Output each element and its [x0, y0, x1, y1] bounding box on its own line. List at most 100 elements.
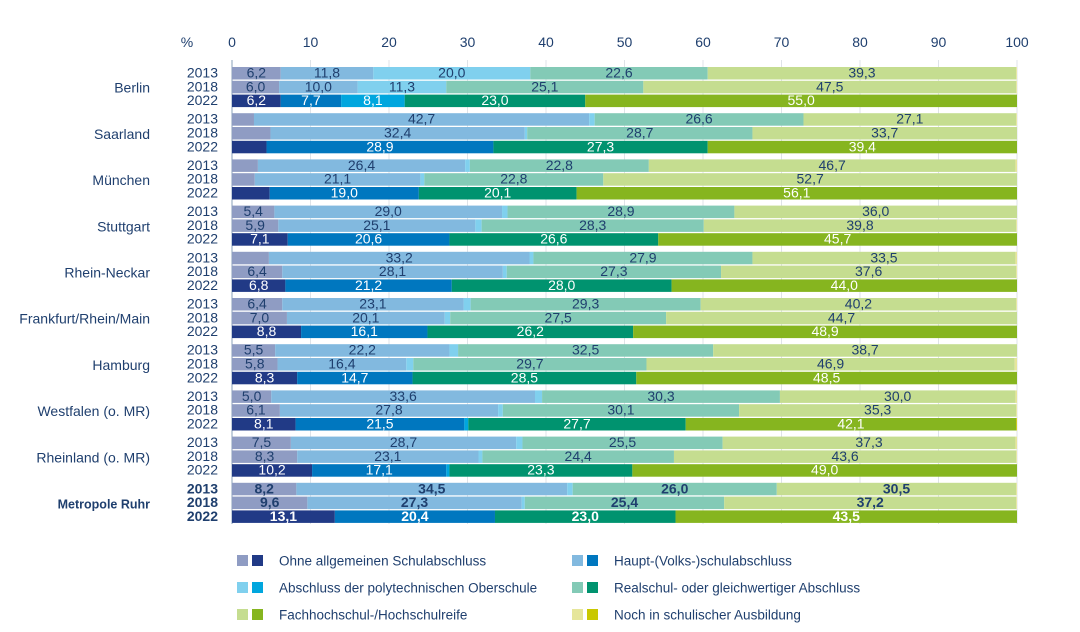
- bar-segment: [632, 464, 1017, 477]
- year-label: 2013: [187, 249, 218, 265]
- data-label: 5,9: [245, 217, 265, 233]
- bar-segment: [257, 159, 466, 172]
- data-label: 55,0: [788, 92, 815, 108]
- bar-segment: [446, 80, 644, 94]
- bar-segment: [297, 450, 479, 463]
- data-label: 23,0: [572, 508, 599, 524]
- bar-segment: [232, 404, 280, 417]
- data-label: 30,1: [607, 402, 634, 418]
- bar-segment: [232, 371, 298, 385]
- year-label: 2018: [187, 217, 218, 233]
- data-label: 28,9: [366, 138, 393, 154]
- bar-segment: [232, 390, 272, 403]
- bar-segment: [275, 344, 450, 357]
- data-label: 56,1: [783, 185, 810, 201]
- data-label: 45,7: [824, 231, 851, 247]
- data-label: 42,7: [408, 111, 435, 127]
- bar-segment: [666, 311, 1017, 325]
- bar-segment: [232, 325, 302, 339]
- legend-swatch-dark: [587, 609, 598, 620]
- bar-segment: [232, 496, 308, 510]
- data-label: 28,5: [511, 369, 538, 385]
- data-label: 48,9: [811, 323, 838, 339]
- legend-swatch-light: [237, 609, 248, 620]
- bar-segment: [535, 390, 543, 403]
- data-label: 34,5: [418, 480, 445, 496]
- x-tick-label: 60: [695, 34, 711, 50]
- bar-segment: [446, 464, 450, 477]
- bar-segment: [279, 80, 358, 94]
- bar-segment: [648, 159, 1016, 172]
- legend-swatch-light: [572, 555, 583, 566]
- bar-segment: [268, 251, 530, 265]
- bar-segment: [779, 390, 1016, 403]
- bar-segment: [253, 113, 590, 126]
- year-label: 2018: [187, 263, 218, 279]
- bar-segment: [232, 279, 286, 292]
- data-label: 24,4: [565, 448, 592, 464]
- data-label: 7,5: [252, 434, 272, 450]
- data-label: 8,3: [255, 369, 275, 385]
- bar-segment: [232, 450, 298, 463]
- bar-segment: [675, 510, 1017, 523]
- bar-segment: [1015, 159, 1017, 172]
- bar-segment: [413, 358, 647, 371]
- bar-segment: [469, 159, 649, 172]
- bar-segment: [1015, 436, 1017, 450]
- data-label: 37,3: [855, 434, 882, 450]
- bar-segment: [468, 418, 686, 431]
- data-label: 21,5: [366, 416, 393, 432]
- data-label: 25,1: [531, 78, 558, 94]
- data-label: 28,0: [548, 277, 575, 293]
- bar-segment: [341, 94, 405, 108]
- bar-segment: [458, 344, 714, 357]
- category-label: Berlin: [114, 80, 150, 96]
- data-label: 28,9: [607, 203, 634, 219]
- bar-segment: [722, 436, 1016, 450]
- bar-segment: [576, 187, 1017, 200]
- bar-segment: [232, 251, 269, 265]
- data-label: 39,3: [848, 65, 875, 81]
- bar-segment: [524, 127, 528, 140]
- x-tick-label: 20: [381, 34, 397, 50]
- bar-segment: [232, 464, 313, 477]
- bar-segment: [658, 233, 1017, 246]
- bar-segment: [594, 113, 804, 126]
- bar-segment: [1016, 404, 1017, 417]
- data-label: 11,3: [389, 78, 415, 94]
- legend-swatch-dark: [587, 555, 598, 566]
- bar-segment: [646, 358, 1015, 371]
- category-label: Rhein-Neckar: [64, 265, 150, 281]
- year-label: 2022: [187, 92, 218, 108]
- bar-segment: [752, 251, 1016, 265]
- bar-segment: [280, 94, 342, 108]
- data-label: 8,1: [363, 92, 383, 108]
- bar-segment: [1016, 482, 1017, 496]
- data-label: 44,0: [831, 277, 858, 293]
- legend-label: Noch in schulischer Ausbildung: [614, 608, 801, 623]
- data-label: 16,4: [328, 356, 355, 372]
- bar-segment: [470, 298, 701, 311]
- bar-segment: [703, 219, 1017, 232]
- bar-segment: [232, 205, 275, 219]
- data-label: 30,5: [883, 480, 910, 496]
- data-label: 6,4: [247, 296, 267, 312]
- bar-segment: [776, 482, 1017, 496]
- data-label: 30,0: [884, 388, 911, 404]
- year-label: 2022: [187, 185, 218, 201]
- bar-segment: [700, 298, 1017, 311]
- data-label: 37,6: [855, 263, 882, 279]
- data-label: 20,4: [401, 508, 428, 524]
- bar-segment: [296, 482, 568, 496]
- legend-label: Fachhochschul-/Hochschulreife: [279, 608, 467, 623]
- data-label: 48,5: [813, 369, 840, 385]
- bar-segment: [1016, 418, 1017, 431]
- data-label: 23,3: [527, 462, 554, 478]
- bar-segment: [1016, 113, 1017, 126]
- bar-segment: [406, 358, 414, 371]
- data-label: 13,1: [270, 508, 297, 524]
- bar-segment: [589, 113, 595, 126]
- bar-segment: [1016, 496, 1017, 510]
- category-label: Stuttgart: [97, 218, 150, 234]
